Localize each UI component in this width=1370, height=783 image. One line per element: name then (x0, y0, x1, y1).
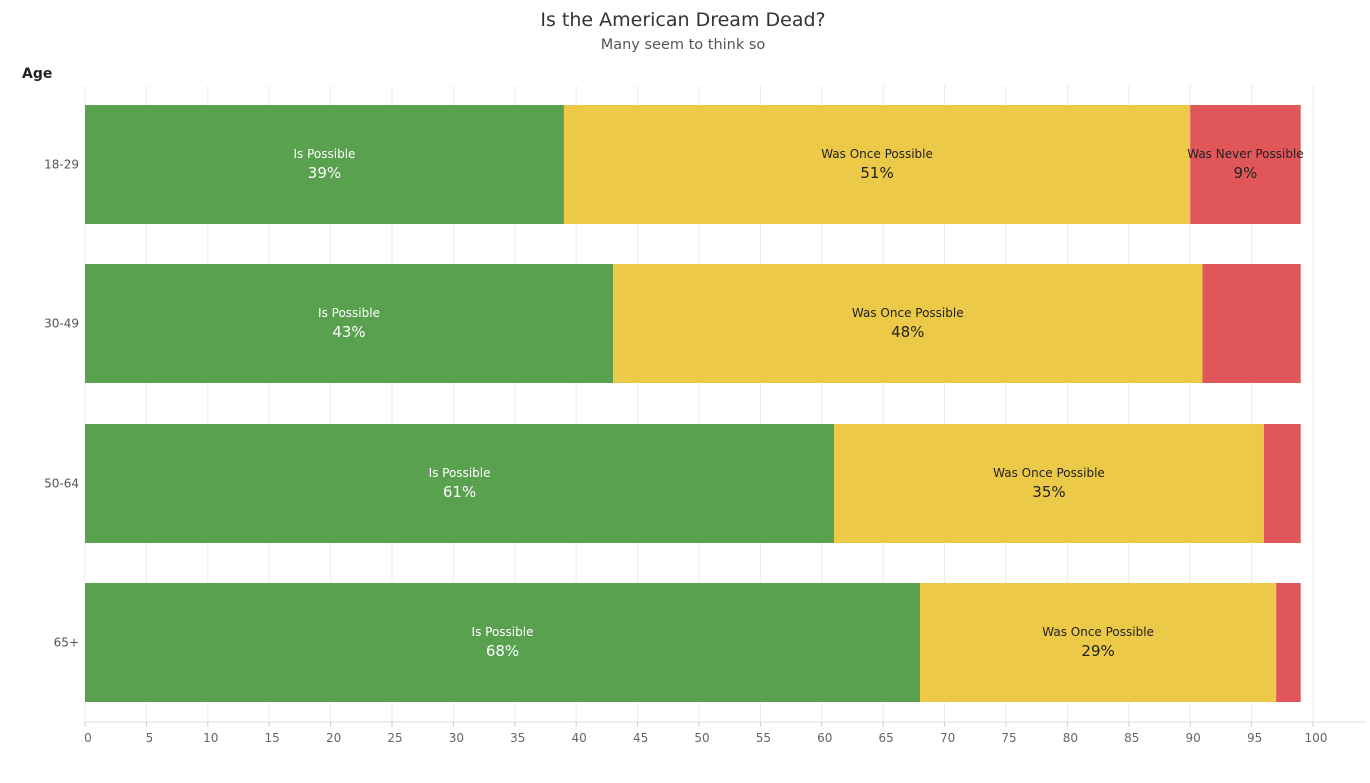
x-tick-label: 15 (265, 731, 280, 745)
bar-segment (1202, 264, 1301, 383)
segment-name-label: Is Possible (472, 625, 534, 639)
x-tick-label: 25 (387, 731, 402, 745)
segment-value-label: 29% (1081, 642, 1114, 660)
x-tick-label: 55 (756, 731, 771, 745)
segment-name-label: Was Once Possible (852, 306, 964, 320)
bar-segment (85, 583, 921, 702)
x-tick-label: 65 (879, 731, 894, 745)
bars: Is Possible 39% Was Once Possible 51% Was Ne… (85, 105, 1304, 702)
x-tick-label: 90 (1186, 731, 1201, 745)
chart-title: Is the American Dream Dead? (540, 9, 826, 31)
segment-value-label: 39% (308, 164, 341, 182)
segment-name-label: Is Possible (429, 466, 491, 480)
x-tick-label: 10 (203, 731, 218, 745)
x-tick-label: 45 (633, 731, 648, 745)
segment-name-label: Was Never Possible (1187, 147, 1303, 161)
x-tick-label: 40 (572, 731, 587, 745)
category-label: 65+ (54, 636, 79, 650)
category-label: 50-64 (44, 477, 79, 491)
y-axis: 18-29 30-49 50-64 65+ (44, 158, 79, 650)
x-axis: 0 5 10 15 20 25 30 35 40 45 50 55 60 65 70 75 80 85 90 95 10… (84, 721, 1366, 745)
bar-segment (563, 105, 1191, 224)
bar-segment (1263, 424, 1301, 543)
x-tick-label: 60 (817, 731, 832, 745)
segment-name-label: Is Possible (318, 306, 380, 320)
bar-segment (1276, 583, 1301, 702)
bar-segment (920, 583, 1277, 702)
segment-value-label: 9% (1234, 164, 1258, 182)
segment-name-label: Was Once Possible (821, 147, 933, 161)
x-tick-label: 70 (940, 731, 955, 745)
bar-segment (1190, 105, 1301, 224)
x-tick-label: 5 (146, 731, 154, 745)
x-tick-label: 30 (449, 731, 464, 745)
x-tick-label: 85 (1124, 731, 1139, 745)
y-axis-label: Age (22, 66, 53, 82)
segment-value-label: 61% (443, 483, 476, 501)
segment-name-label: Was Once Possible (1042, 625, 1154, 639)
segment-name-label: Was Once Possible (993, 466, 1105, 480)
x-tick-label: 75 (1001, 731, 1016, 745)
segment-value-label: 35% (1032, 483, 1065, 501)
segment-value-label: 43% (332, 323, 365, 341)
x-tick-label: 0 (84, 731, 92, 745)
x-tick-label: 80 (1063, 731, 1078, 745)
bar-segment (613, 264, 1203, 383)
category-label: 30-49 (44, 317, 79, 331)
segment-value-label: 51% (860, 164, 893, 182)
chart-subtitle: Many seem to think so (600, 37, 766, 53)
segment-value-label: 68% (486, 642, 519, 660)
x-tick-label: 35 (510, 731, 525, 745)
bar-segment (85, 105, 564, 224)
x-tick-label: 100 (1305, 731, 1328, 745)
category-label: 18-29 (44, 158, 79, 172)
bar-segment (834, 424, 1264, 543)
segment-value-label: 48% (891, 323, 924, 341)
x-tick-label: 20 (326, 731, 341, 745)
bar-segment (85, 264, 614, 383)
x-tick-label: 95 (1247, 731, 1262, 745)
bar-segment (85, 424, 835, 543)
segment-name-label: Is Possible (293, 147, 355, 161)
x-tick-label: 50 (694, 731, 709, 745)
